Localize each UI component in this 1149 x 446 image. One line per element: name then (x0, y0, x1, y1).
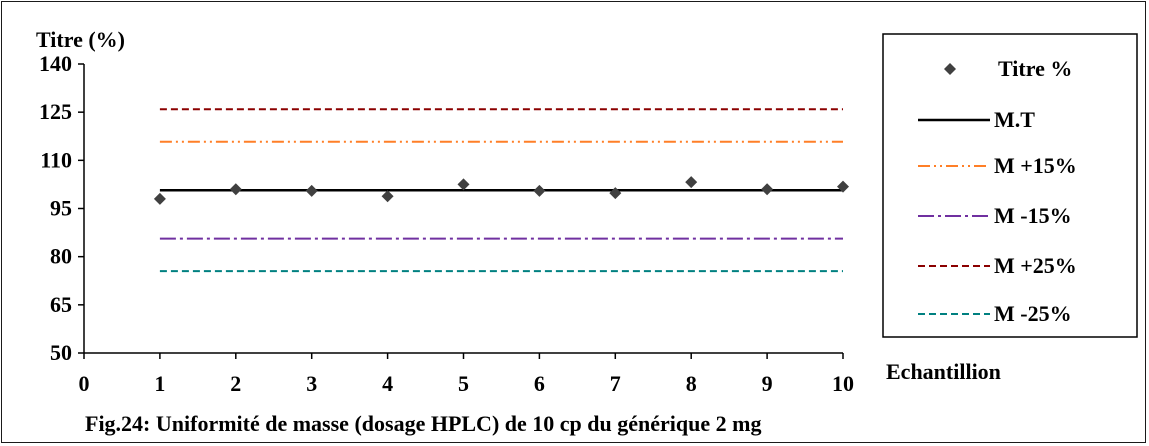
legend-box (882, 33, 1138, 338)
data-point (305, 184, 318, 197)
tick-labels: 50 65 80 95 110 125 140 0 1 2 3 4 5 6 7 8 9 10 (39, 51, 854, 396)
y-tick-label: 65 (50, 292, 72, 317)
legend: Titre % M.T M +15% M -15% M +25% M -25% (882, 33, 1138, 338)
x-axis-title: Echantillion (886, 359, 1001, 384)
legend-label: Titre % (998, 56, 1072, 81)
data-point (685, 176, 698, 189)
data-point (837, 180, 849, 193)
data-point (229, 183, 242, 196)
x-tick-label: 9 (762, 371, 773, 396)
x-tick-label: 2 (230, 371, 241, 396)
y-axis-title: Titre (%) (36, 27, 125, 52)
x-tick-label: 10 (832, 371, 854, 396)
figure-caption: Fig.24: Uniformité de masse (dosage HPLC… (85, 411, 761, 436)
y-tick-label: 110 (40, 147, 72, 172)
x-tick-label: 0 (79, 371, 90, 396)
x-tick-label: 7 (610, 371, 621, 396)
y-tick-label: 140 (39, 51, 72, 76)
x-tick-label: 3 (306, 371, 317, 396)
legend-label: M -25% (994, 301, 1072, 326)
data-point (457, 178, 470, 191)
data-point (533, 184, 546, 197)
y-tick-label: 125 (39, 99, 72, 124)
y-tick-label: 80 (50, 244, 72, 269)
x-tick-label: 6 (534, 371, 545, 396)
axes (78, 63, 844, 359)
legend-marker (944, 63, 956, 75)
data-point (153, 192, 166, 205)
legend-label: M -15% (994, 203, 1072, 228)
legend-label: M.T (994, 107, 1035, 132)
legend-label: M +25% (994, 253, 1077, 278)
x-tick-label: 1 (154, 371, 165, 396)
data-point (609, 187, 622, 200)
data-points (153, 176, 849, 205)
x-tick-label: 4 (382, 371, 393, 396)
x-tick-label: 8 (686, 371, 697, 396)
data-point (381, 190, 394, 203)
reference-lines (159, 108, 843, 273)
legend-label: M +15% (994, 153, 1077, 178)
data-point (761, 183, 774, 196)
y-tick-label: 50 (50, 340, 72, 365)
x-tick-label: 5 (458, 371, 469, 396)
y-tick-label: 95 (50, 196, 72, 221)
